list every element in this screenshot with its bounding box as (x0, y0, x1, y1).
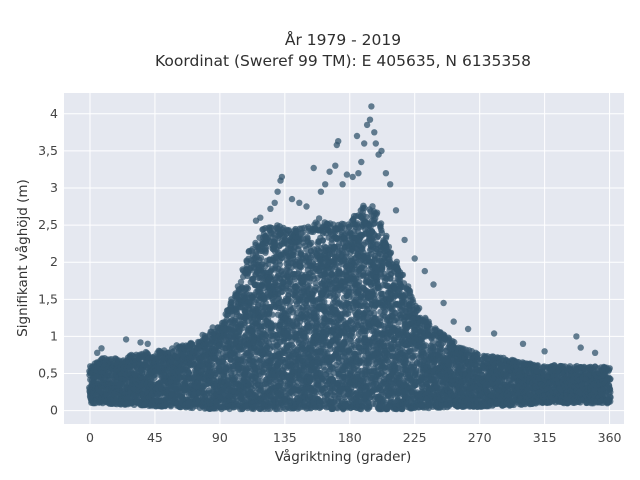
data-point (151, 374, 158, 382)
chart-title-line1: År 1979 - 2019 (285, 30, 401, 49)
data-point (349, 333, 356, 340)
data-point (319, 237, 327, 244)
data-point (244, 285, 252, 292)
data-point (315, 215, 323, 222)
data-point (269, 311, 276, 318)
data-point (262, 247, 269, 255)
data-points (86, 103, 614, 413)
chart-title-line2: Koordinat (Sweref 99 TM): E 405635, N 61… (155, 52, 531, 70)
data-point (257, 254, 265, 262)
data-point (296, 263, 304, 270)
data-point (308, 239, 315, 247)
data-point (356, 278, 363, 286)
